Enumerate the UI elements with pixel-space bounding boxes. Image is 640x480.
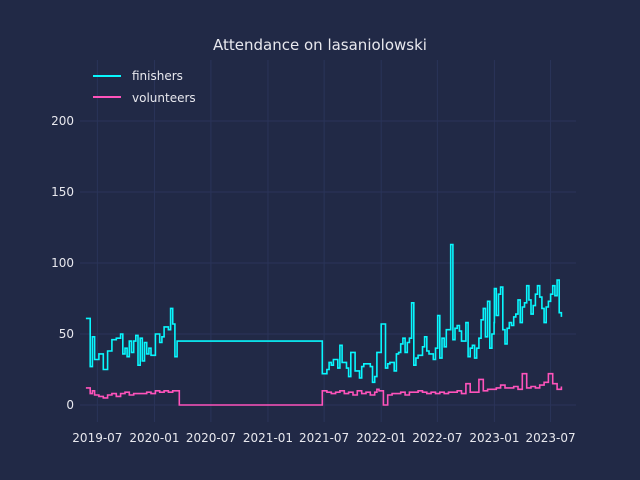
series-line-volunteers <box>85 372 563 406</box>
x-tick-label: 2023-07 <box>525 431 575 445</box>
series-line-finishers <box>85 243 563 384</box>
y-axis-ticks: 0 50 100 150 200 <box>51 114 74 412</box>
chart-title: Attendance on lasaniolowski <box>213 36 427 54</box>
y-tick-label: 100 <box>51 256 74 270</box>
legend-label-volunteers: volunteers <box>132 91 196 105</box>
y-tick-label: 150 <box>51 185 74 199</box>
legend: finishers volunteers <box>93 69 196 105</box>
y-tick-label: 0 <box>66 398 74 412</box>
x-axis-ticks: 2019-07 2020-01 2020-07 2021-01 2021-07 2022-… <box>72 431 575 445</box>
x-tick-label: 2023-01 <box>469 431 519 445</box>
x-tick-label: 2021-01 <box>243 431 293 445</box>
grid <box>80 60 576 422</box>
x-tick-label: 2019-07 <box>72 431 122 445</box>
x-tick-label: 2020-01 <box>129 431 179 445</box>
series-lines <box>85 243 563 406</box>
x-tick-label: 2021-07 <box>299 431 349 445</box>
x-tick-label: 2022-01 <box>356 431 406 445</box>
y-tick-label: 50 <box>59 327 74 341</box>
x-tick-label: 2020-07 <box>186 431 236 445</box>
x-tick-label: 2022-07 <box>412 431 462 445</box>
y-tick-label: 200 <box>51 114 74 128</box>
legend-label-finishers: finishers <box>132 69 183 83</box>
